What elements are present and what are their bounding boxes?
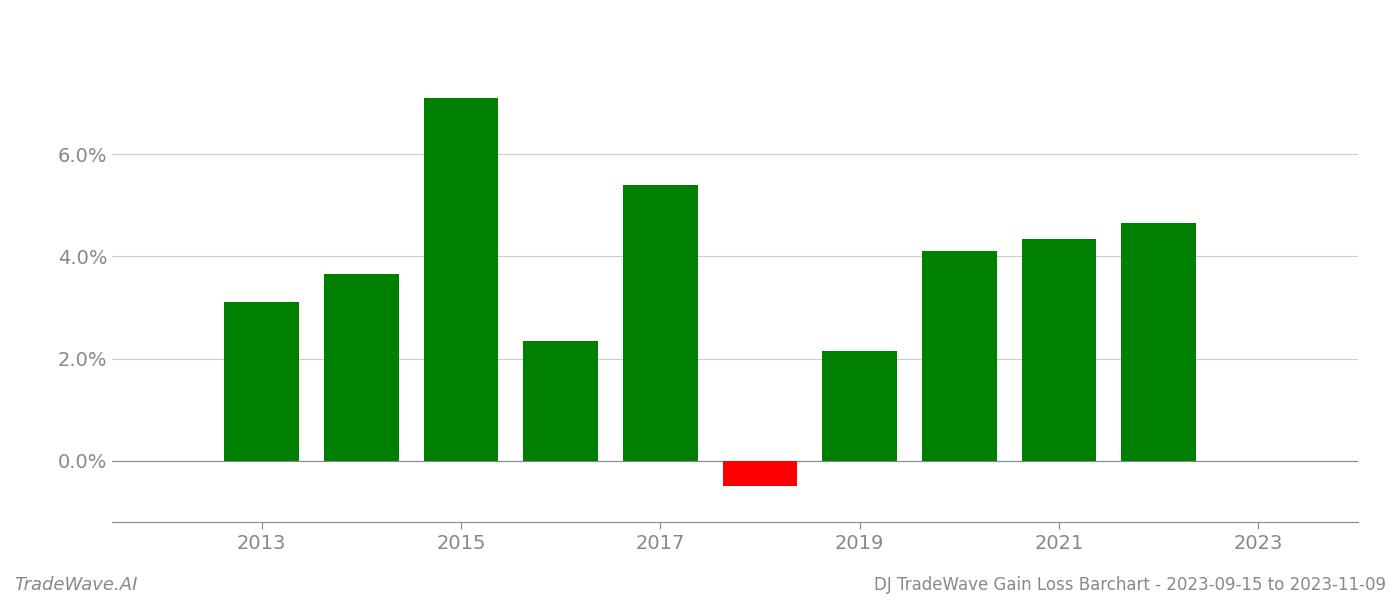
- Bar: [921, 251, 997, 461]
- Bar: [822, 351, 897, 461]
- Bar: [623, 185, 697, 461]
- Bar: [1022, 239, 1096, 461]
- Bar: [323, 274, 399, 461]
- Bar: [1121, 223, 1196, 461]
- Text: TradeWave.AI: TradeWave.AI: [14, 576, 137, 594]
- Text: DJ TradeWave Gain Loss Barchart - 2023-09-15 to 2023-11-09: DJ TradeWave Gain Loss Barchart - 2023-0…: [874, 576, 1386, 594]
- Bar: [423, 98, 498, 461]
- Bar: [524, 341, 598, 461]
- Bar: [722, 461, 798, 486]
- Bar: [224, 302, 300, 461]
